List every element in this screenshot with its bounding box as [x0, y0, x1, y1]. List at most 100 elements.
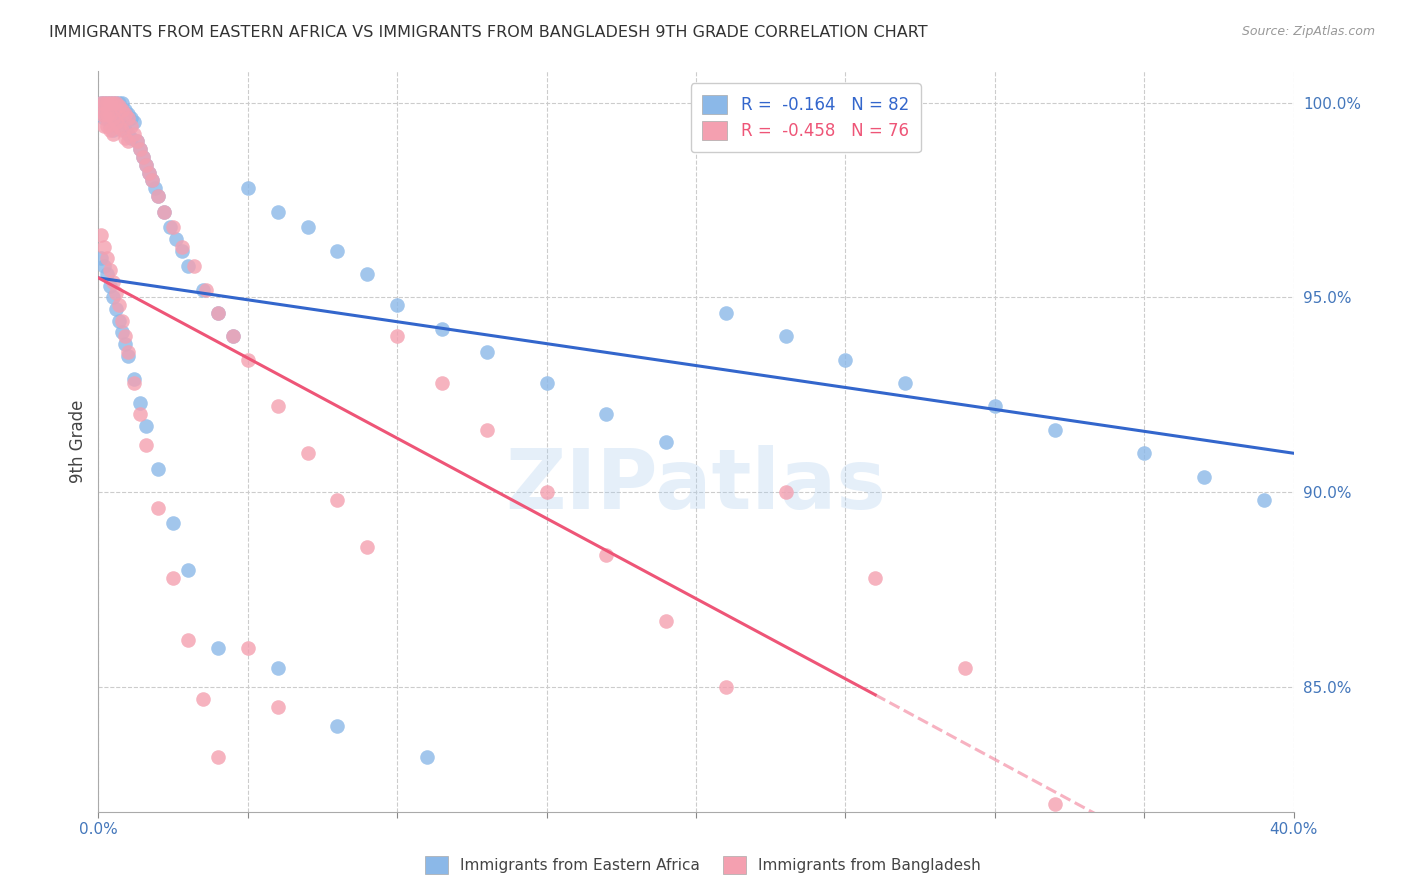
Point — [135, 158, 157, 172]
Point — [93, 95, 115, 110]
Point — [105, 95, 128, 110]
Point — [207, 750, 229, 764]
Point — [356, 540, 378, 554]
Point — [267, 699, 290, 714]
Point — [96, 119, 118, 133]
Point — [127, 135, 149, 149]
Point — [385, 329, 409, 343]
Point — [98, 95, 122, 110]
Point — [108, 314, 131, 328]
Point — [117, 135, 139, 149]
Point — [90, 95, 112, 110]
Point — [124, 115, 146, 129]
Point — [207, 641, 229, 656]
Point — [111, 326, 134, 340]
Point — [93, 259, 115, 273]
Point — [98, 278, 122, 293]
Point — [177, 259, 200, 273]
Point — [98, 95, 122, 110]
Point — [108, 95, 131, 110]
Point — [117, 107, 139, 121]
Point — [117, 345, 139, 359]
Text: ZIPatlas: ZIPatlas — [506, 445, 886, 526]
Point — [105, 115, 128, 129]
Point — [297, 220, 319, 235]
Point — [96, 95, 118, 110]
Point — [129, 142, 152, 156]
Point — [953, 660, 976, 674]
Point — [132, 150, 155, 164]
Point — [120, 119, 142, 133]
Point — [129, 407, 152, 421]
Point — [127, 135, 149, 149]
Point — [207, 306, 229, 320]
Point — [177, 633, 200, 648]
Point — [129, 395, 152, 409]
Point — [894, 376, 917, 390]
Point — [148, 462, 170, 476]
Point — [103, 290, 125, 304]
Point — [536, 485, 558, 500]
Point — [105, 95, 128, 110]
Point — [714, 680, 737, 694]
Point — [172, 244, 194, 258]
Point — [141, 173, 163, 187]
Point — [90, 95, 112, 110]
Point — [96, 103, 118, 118]
Point — [96, 267, 118, 281]
Point — [236, 352, 259, 367]
Point — [475, 423, 498, 437]
Point — [93, 103, 115, 118]
Point — [90, 103, 112, 118]
Point — [236, 181, 259, 195]
Y-axis label: 9th Grade: 9th Grade — [69, 400, 87, 483]
Point — [183, 259, 205, 273]
Point — [117, 127, 139, 141]
Point — [267, 204, 290, 219]
Point — [222, 329, 245, 343]
Point — [135, 419, 157, 434]
Point — [114, 107, 136, 121]
Point — [96, 95, 118, 110]
Point — [1043, 797, 1066, 811]
Point — [153, 204, 176, 219]
Point — [103, 95, 125, 110]
Point — [984, 400, 1007, 414]
Point — [129, 142, 152, 156]
Point — [162, 571, 184, 585]
Point — [655, 434, 678, 449]
Point — [93, 95, 115, 110]
Point — [124, 372, 146, 386]
Point — [114, 337, 136, 351]
Point — [114, 123, 136, 137]
Point — [148, 189, 170, 203]
Point — [90, 252, 112, 266]
Point — [595, 548, 617, 562]
Point — [111, 103, 134, 118]
Point — [93, 107, 115, 121]
Point — [111, 314, 134, 328]
Point — [267, 660, 290, 674]
Point — [108, 115, 131, 129]
Point — [108, 298, 131, 312]
Point — [416, 750, 439, 764]
Point — [865, 571, 887, 585]
Point — [117, 349, 139, 363]
Point — [326, 719, 349, 733]
Point — [103, 127, 125, 141]
Point — [114, 329, 136, 343]
Point — [105, 111, 128, 125]
Point — [177, 563, 200, 577]
Point — [103, 275, 125, 289]
Point — [191, 283, 214, 297]
Point — [222, 329, 245, 343]
Point — [153, 204, 176, 219]
Point — [159, 220, 181, 235]
Point — [165, 232, 187, 246]
Point — [385, 298, 409, 312]
Point — [111, 95, 134, 110]
Point — [120, 130, 142, 145]
Point — [775, 485, 797, 500]
Point — [105, 301, 128, 316]
Point — [1192, 469, 1215, 483]
